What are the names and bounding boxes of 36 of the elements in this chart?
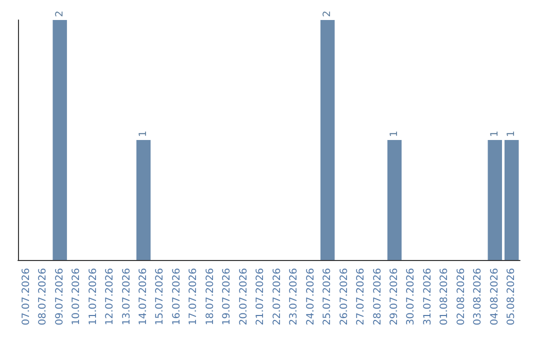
data-label: 2	[54, 10, 66, 17]
x-tick-label: 31.07.2026	[422, 268, 434, 326]
x-tick-label: 24.07.2026	[305, 268, 316, 326]
x-tick-label: 03.08.2026	[472, 268, 484, 326]
x-tick-label: 29.07.2026	[389, 268, 400, 326]
x-tick-label: 18.07.2026	[204, 268, 216, 326]
x-tick-label: 15.07.2026	[154, 268, 166, 326]
x-tick-label: 21.07.2026	[255, 268, 266, 326]
x-tick-label: 11.07.2026	[88, 268, 99, 326]
x-tick-label: 01.08.2026	[439, 268, 450, 326]
x-tick-label: 16.07.2026	[171, 268, 182, 326]
x-tick-label: 20.07.2026	[238, 268, 250, 326]
x-tick-label: 10.07.2026	[71, 268, 82, 326]
x-tick-label: 08.07.2026	[38, 268, 49, 326]
x-tick-label: 02.08.2026	[456, 268, 467, 326]
x-tick-label: 23.07.2026	[288, 268, 300, 326]
x-tick-label: 19.07.2026	[222, 268, 233, 326]
data-label: 2	[322, 10, 334, 17]
x-tick-label: 13.07.2026	[121, 268, 132, 326]
x-tick-label: 26.07.2026	[338, 268, 350, 326]
x-tick-label: 30.07.2026	[406, 268, 417, 326]
x-tick-label: 14.07.2026	[138, 268, 149, 326]
x-tick-label: 04.08.2026	[489, 268, 500, 326]
x-tick-label: 25.07.2026	[322, 268, 334, 326]
x-tick-label: 27.07.2026	[356, 268, 367, 326]
x-tick-label: 09.07.2026	[54, 268, 66, 326]
data-label: 1	[506, 130, 518, 137]
x-tick-label: 07.07.2026	[20, 268, 32, 326]
data-label: 1	[489, 130, 500, 137]
x-tick-label: 22.07.2026	[272, 268, 283, 326]
data-label: 1	[389, 130, 400, 137]
x-tick-label: 12.07.2026	[104, 268, 116, 326]
x-tick-label: 17.07.2026	[188, 268, 200, 326]
x-tick-label: 05.08.2026	[506, 268, 518, 326]
x-tick-label: 28.07.2026	[372, 268, 384, 326]
data-label: 1	[138, 130, 149, 137]
